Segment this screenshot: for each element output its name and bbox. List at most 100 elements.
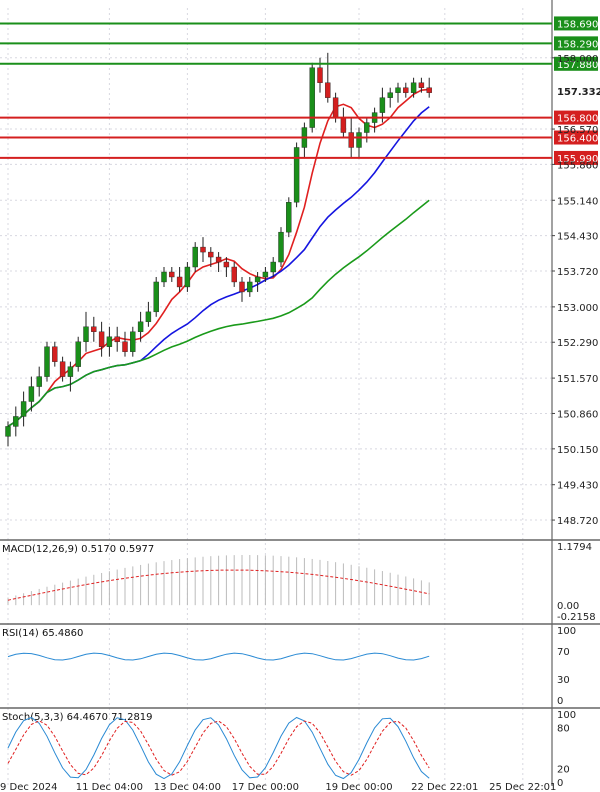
- y-tick-label: 156.570: [557, 125, 598, 136]
- x-tick-label: 17 Dec 00:00: [232, 782, 299, 792]
- x-tick-label: 22 Dec 22:01: [411, 782, 478, 792]
- candle-body: [325, 82, 331, 98]
- resistance-label: 157.880: [557, 60, 598, 71]
- candle-body: [161, 271, 167, 283]
- resistance-tag: [554, 16, 598, 31]
- y-tick-label: 155.140: [557, 196, 598, 207]
- candle-body: [379, 97, 386, 113]
- candle-body: [418, 82, 425, 88]
- rsi-tick: 0: [557, 696, 563, 707]
- candle-body: [317, 67, 323, 83]
- candle-body: [356, 132, 362, 148]
- y-tick-label: 152.290: [557, 338, 598, 349]
- candle-body: [403, 87, 409, 93]
- y-axis: 158.000 156.570 155.860 155.140 154.430 153.7…: [552, 54, 598, 527]
- macd-signal-line: [7, 569, 430, 601]
- candle-body: [309, 67, 315, 128]
- candle-body: [114, 336, 120, 342]
- stoch-tick: 100: [557, 710, 576, 721]
- stoch-tick: 80: [557, 724, 570, 735]
- candle-body: [20, 401, 27, 417]
- macd-label: MACD(12,26,9) 0.5170 0.5977: [2, 544, 154, 555]
- resistance-label: 158.690: [557, 19, 598, 30]
- candle-body: [286, 202, 292, 233]
- candle-body: [44, 346, 50, 377]
- candle-body: [28, 386, 35, 402]
- candle-body: [332, 97, 339, 118]
- resistance-tag: [554, 56, 598, 71]
- candle-body: [254, 276, 261, 283]
- candle-body: [270, 261, 276, 273]
- candle-body: [262, 271, 269, 278]
- stoch-tick: 20: [557, 764, 570, 775]
- candle-body: [208, 251, 214, 258]
- candle-body: [91, 326, 97, 332]
- candle-body: [247, 281, 253, 293]
- rsi-tick: 30: [557, 675, 570, 686]
- candle-body: [36, 376, 42, 387]
- candle-body: [122, 341, 128, 352]
- candle-body: [278, 231, 284, 263]
- y-tick-label: 153.000: [557, 303, 598, 314]
- stoch-label: Stoch(5,3,3) 64.4670 71.2819: [2, 712, 153, 723]
- candle-body: [59, 361, 66, 377]
- candle-body: [239, 281, 245, 293]
- support-tag: [554, 110, 598, 125]
- candle-body: [192, 246, 198, 268]
- x-tick-label: 11 Dec 04:00: [76, 782, 143, 792]
- y-tick-label: 150.150: [557, 445, 598, 456]
- candle-body: [153, 281, 159, 313]
- candle-body: [215, 256, 222, 263]
- price-levels: 158.690 158.290 157.880 157.332 156.800 156.4…: [0, 16, 600, 165]
- y-tick-label: 153.720: [557, 267, 598, 278]
- candle-body: [387, 92, 393, 98]
- stoch-signal-line: [7, 720, 430, 776]
- x-tick-label: 13 Dec 04:00: [154, 782, 221, 792]
- support-label: 156.400: [557, 134, 598, 145]
- x-tick-label: 19 Dec 00:00: [325, 782, 392, 792]
- candle-body: [340, 117, 347, 133]
- rsi-tick: 70: [557, 647, 570, 658]
- candle-body: [293, 147, 300, 203]
- stoch-tick: 0: [557, 778, 563, 789]
- grid: [0, 0, 553, 786]
- candle-body: [426, 87, 432, 93]
- resistance-tag: [554, 36, 598, 51]
- candle-body: [52, 346, 58, 362]
- candle-body: [130, 331, 136, 352]
- candle-body: [13, 416, 19, 427]
- y-tick-label: 154.430: [557, 232, 598, 243]
- rsi-label: RSI(14) 65.4860: [2, 628, 83, 639]
- candle-body: [410, 82, 417, 93]
- current-price-tag: [554, 84, 598, 99]
- macd-tick: -0.2158: [557, 612, 596, 623]
- candle-body: [145, 311, 152, 323]
- macd-tick: 1.1794: [557, 542, 592, 553]
- candle-body: [176, 276, 183, 288]
- candle-body: [98, 331, 105, 347]
- y-tick-label: 151.570: [557, 374, 598, 385]
- support-tag: [554, 150, 598, 165]
- ma-slow-line: [7, 199, 430, 428]
- candle-body: [348, 132, 354, 148]
- rsi-line: [7, 652, 430, 661]
- candle-body: [184, 266, 191, 288]
- y-tick-label: 150.860: [557, 409, 598, 420]
- candle-body: [67, 366, 74, 377]
- support-label: 156.800: [557, 114, 598, 125]
- candle-body: [106, 336, 113, 347]
- resistance-label: 158.290: [557, 39, 598, 50]
- candle-body: [200, 246, 206, 253]
- current-price-label: 157.332: [557, 87, 600, 98]
- y-tick-label: 155.860: [557, 160, 598, 171]
- support-label: 155.990: [557, 154, 598, 165]
- candle-body: [5, 426, 11, 437]
- support-tag: [554, 130, 598, 145]
- rsi-tick: 100: [557, 626, 576, 637]
- x-tick-label: 25 Dec 22:01: [489, 782, 556, 792]
- stoch-line: [7, 716, 430, 780]
- candle-body: [169, 271, 175, 278]
- y-tick-label: 149.430: [557, 481, 598, 492]
- x-tick-label: 9 Dec 2024: [0, 782, 58, 792]
